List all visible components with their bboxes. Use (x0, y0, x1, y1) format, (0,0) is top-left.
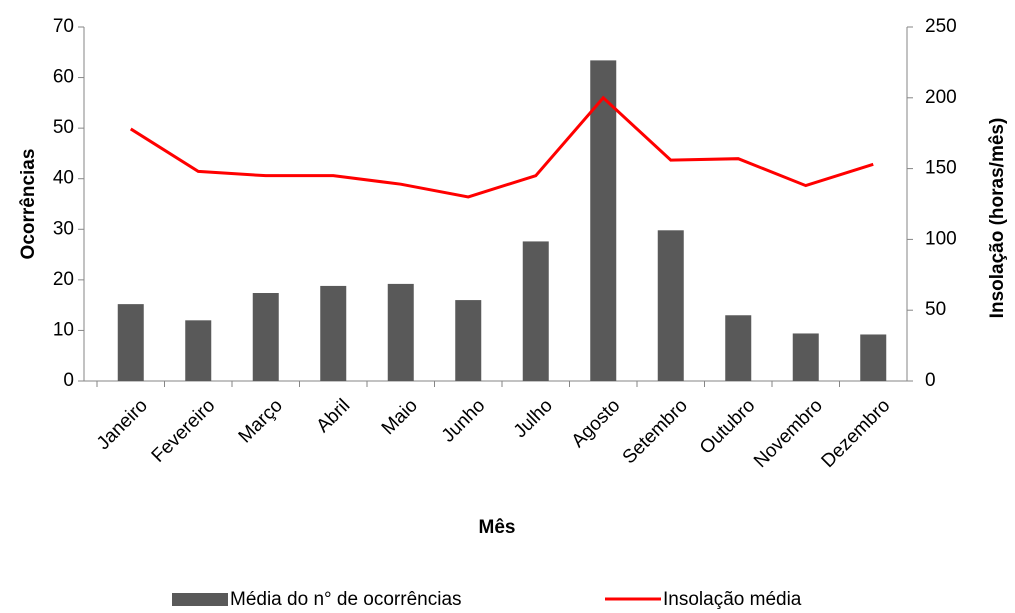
x-tick-label: Maio (378, 395, 422, 439)
bar (387, 283, 414, 381)
x-tick-label: Outubro (696, 395, 759, 458)
bar (320, 285, 347, 381)
y-tick-label: 40 (53, 168, 74, 189)
x-tick-label: Setembro (619, 395, 692, 468)
x-axis-title: Mês (479, 517, 516, 538)
bar (117, 304, 144, 381)
line (129, 95, 874, 199)
bar (252, 293, 279, 381)
bar (657, 230, 684, 381)
y2-tick-label: 150 (925, 158, 957, 179)
bar (522, 241, 549, 381)
bar (860, 334, 887, 381)
bar (792, 333, 819, 381)
y2-tick-label: 0 (925, 370, 936, 391)
y2-tick-label: 250 (925, 16, 957, 37)
legend-label: Média do n° de ocorrências (230, 589, 462, 610)
bar (185, 320, 212, 381)
y-tick-label: 70 (53, 16, 74, 37)
x-tick-label: Março (235, 395, 287, 447)
legend-swatch (172, 593, 228, 606)
y-tick-label: 30 (53, 218, 74, 239)
y-axis-title: Ocorrências (18, 149, 39, 260)
bar (725, 315, 752, 381)
y-tick-label: 60 (53, 67, 74, 88)
x-tick-label: Novembro (750, 395, 827, 472)
bar (590, 60, 617, 382)
x-tick-label: Julho (510, 395, 557, 442)
x-tick-label: Junho (438, 395, 489, 446)
x-tick-label: Dezembro (818, 395, 895, 472)
x-tick-label: Agosto (568, 395, 625, 452)
y-tick-label: 0 (63, 370, 74, 391)
y2-tick-label: 100 (925, 228, 957, 249)
y2-tick-label: 50 (925, 299, 946, 320)
y-tick-label: 20 (53, 269, 74, 290)
y2-axis-title: Insolação (horas/mês) (987, 118, 1008, 319)
x-tick-label: Abril (313, 395, 355, 437)
x-tick-label: Fevereiro (148, 395, 220, 467)
y-tick-label: 10 (53, 319, 74, 340)
x-tick-label: Janeiro (93, 395, 152, 454)
y-tick-label: 50 (53, 117, 74, 138)
y2-tick-label: 200 (925, 87, 957, 108)
legend-label: Insolação média (663, 589, 802, 610)
bar (455, 300, 482, 381)
